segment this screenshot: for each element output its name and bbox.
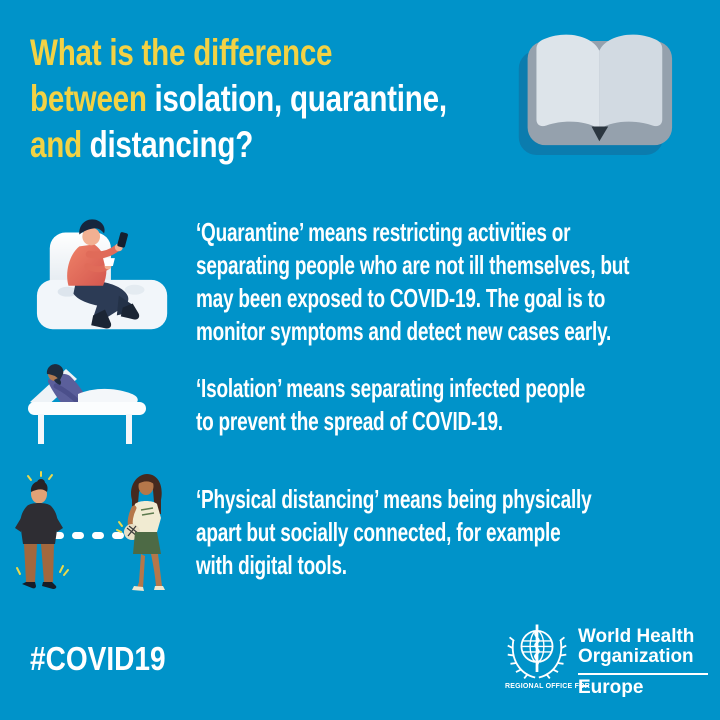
who-org-line-2: Organization	[578, 644, 694, 667]
who-org-name: World Health Organization	[578, 625, 695, 667]
distancing-paragraph: ‘Physical distancing’ means being physic…	[196, 483, 592, 582]
who-emblem-icon	[505, 619, 569, 683]
quarantine-line: ‘Quarantine’ means restricting activitie…	[196, 217, 571, 247]
open-book-icon	[505, 22, 677, 172]
isolation-line: ‘Isolation’ means separating infected pe…	[196, 373, 586, 403]
title-line-2-yellow: between	[30, 78, 147, 119]
who-logo: World Health Organization REGIONAL OFFIC…	[505, 616, 715, 711]
quarantine-line: monitor symptoms and detect new cases ea…	[196, 316, 612, 346]
logo-divider	[578, 673, 708, 675]
quarantine-line: may been exposed to COVID-19. The goal i…	[196, 283, 606, 313]
isolation-paragraph: ‘Isolation’ means separating infected pe…	[196, 372, 585, 438]
person-in-bed-illustration	[20, 362, 170, 447]
title-line-2-white: isolation, quarantine,	[154, 78, 447, 119]
covid19-hashtag: #COVID19	[30, 640, 166, 677]
quarantine-paragraph: ‘Quarantine’ means restricting activitie…	[196, 216, 630, 348]
distancing-line: apart but socially connected, for exampl…	[196, 517, 561, 547]
title-line-3-yellow: and	[30, 124, 82, 165]
page-title: What is the difference between isolation,…	[30, 30, 447, 168]
title-line-2: between isolation, quarantine,	[30, 76, 447, 122]
title-line-1: What is the difference	[30, 30, 447, 76]
distancing-line: with digital tools.	[196, 550, 347, 580]
isolation-line: to prevent the spread of COVID-19.	[196, 406, 503, 436]
title-line-3: and distancing?	[30, 122, 447, 168]
person-on-armchair-illustration	[32, 200, 180, 340]
physical-distancing-illustration	[15, 470, 185, 600]
who-org-line-1: World Health	[578, 625, 695, 647]
region-label: Europe	[578, 677, 644, 698]
title-line-1-text: What is the difference	[30, 32, 333, 73]
title-line-3-white: distancing?	[89, 124, 254, 165]
quarantine-line: separating people who are not ill themse…	[196, 250, 630, 280]
distancing-line: ‘Physical distancing’ means being physic…	[196, 484, 592, 514]
regional-office-label: REGIONAL OFFICE FOR	[505, 683, 590, 690]
